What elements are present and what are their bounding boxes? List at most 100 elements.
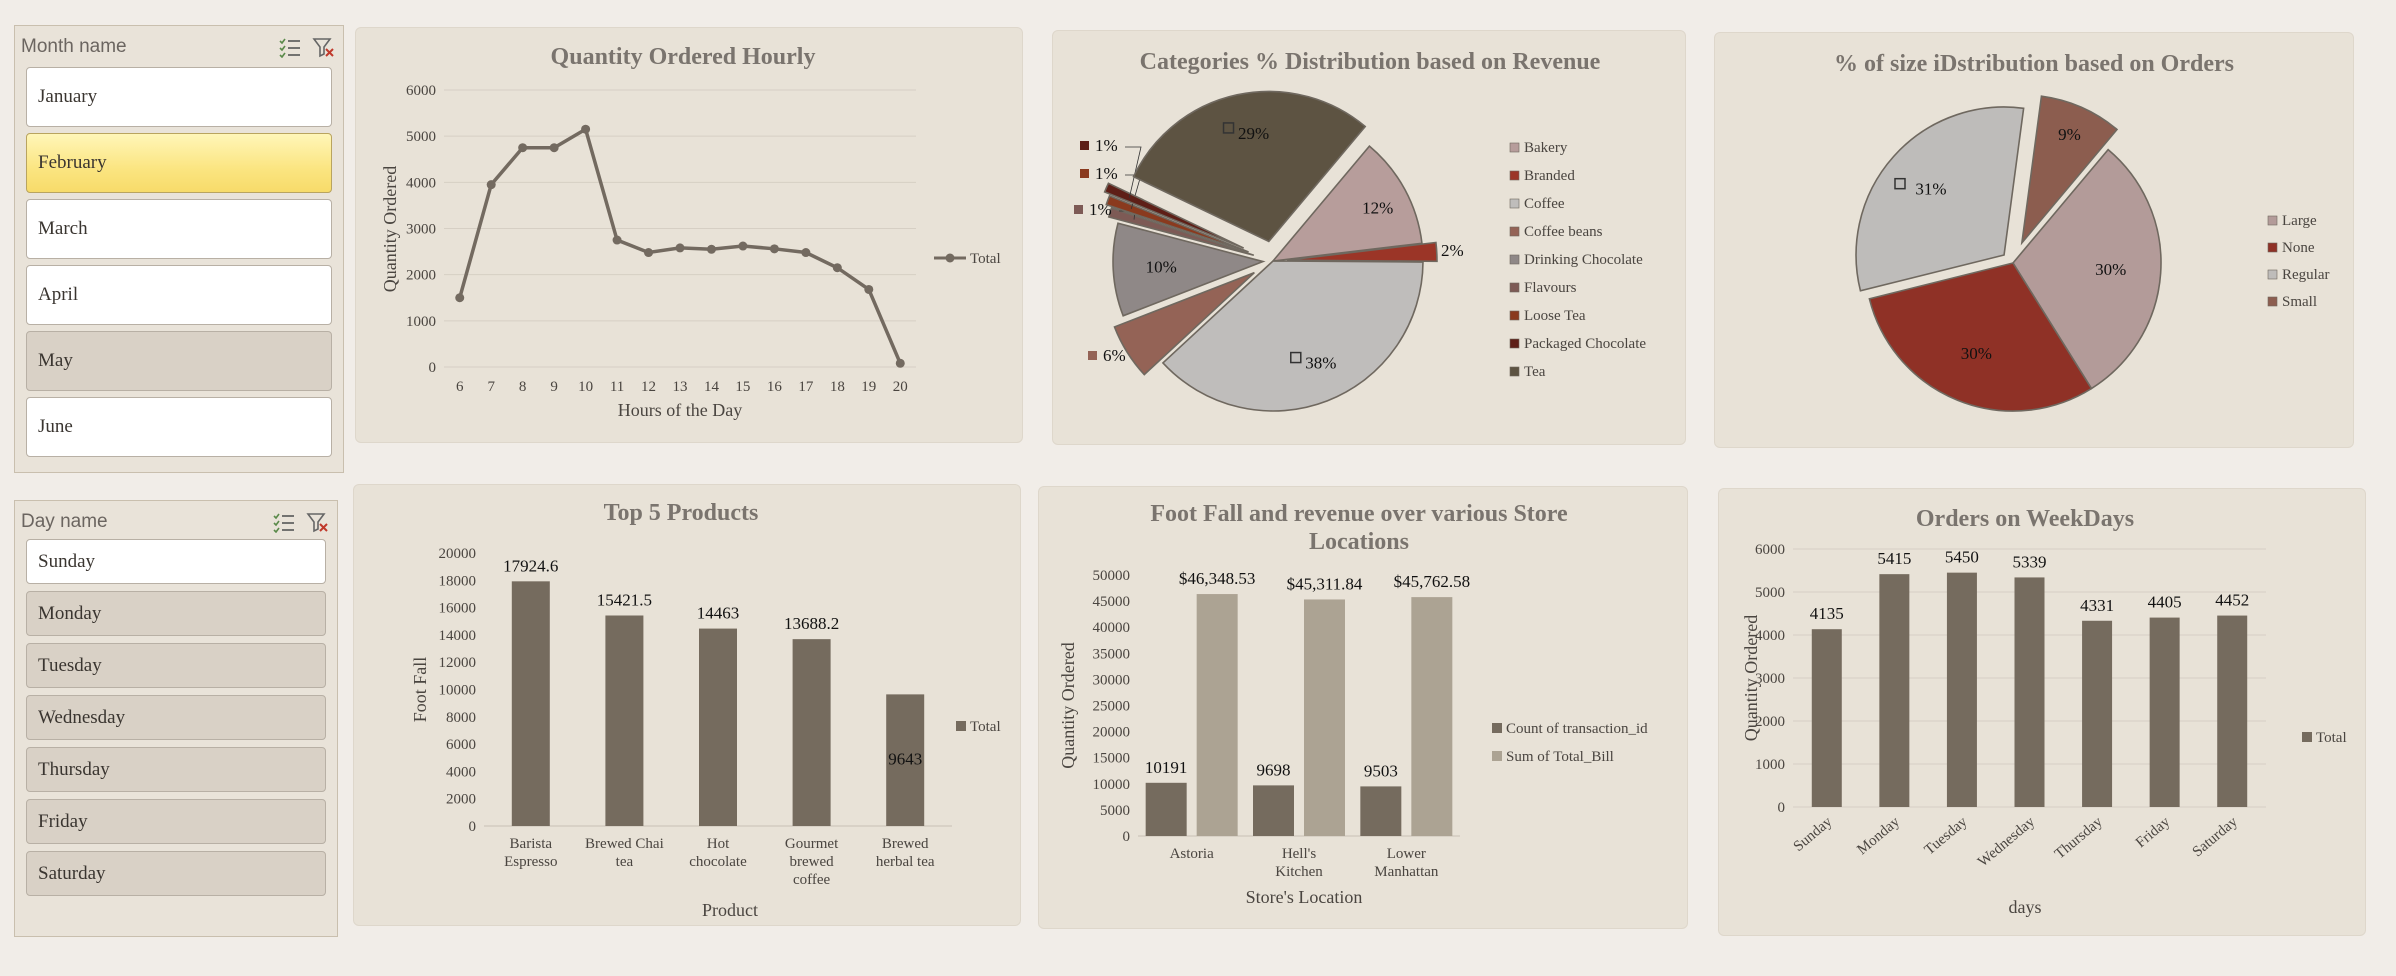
x-tick-label: 8: [519, 379, 527, 395]
data-point: [486, 180, 496, 190]
day-option-sunday[interactable]: Sunday: [26, 539, 326, 584]
legend-label: Small: [2282, 294, 2317, 310]
x-tick-label: 15: [735, 379, 750, 395]
stores-chart-panel: Foot Fall and revenue over various Store…: [1038, 486, 1688, 929]
data-point: [612, 235, 622, 245]
pie-slice-drinking-chocolate: [1112, 222, 1266, 317]
x-axis-title: Store's Location: [1246, 887, 1363, 907]
multi-select-icon[interactable]: [277, 36, 303, 59]
y-tick-label: 45000: [1093, 594, 1131, 610]
data-label: 4331: [2080, 596, 2114, 615]
label-marker: [1222, 122, 1235, 134]
data-label: 4405: [2148, 593, 2182, 612]
chart-title: Categories % Distribution based on Reven…: [1140, 49, 1601, 75]
y-tick-label: 3000: [406, 222, 436, 238]
legend-label: Loose Tea: [1524, 308, 1586, 324]
data-label: 9503: [1364, 761, 1398, 780]
month-option-may[interactable]: May: [26, 331, 332, 391]
data-label: 15421.5: [597, 590, 652, 609]
x-tick-label: Brewed herbal tea: [876, 836, 935, 870]
data-point: [706, 244, 716, 254]
x-tick-label: 13: [673, 379, 688, 395]
day-option-monday[interactable]: Monday: [26, 591, 326, 636]
legend-label: Drinking Chocolate: [1524, 252, 1643, 268]
data-point: [644, 248, 654, 258]
pie-slice-branded: [1286, 241, 1438, 263]
x-tick-label: 17: [798, 379, 814, 395]
legend-label: Total: [970, 719, 1001, 735]
day-option-tuesday[interactable]: Tuesday: [26, 643, 326, 688]
weekdays-chart-panel: Orders on WeekDays 0 1000 2000 3000 4000 5000 6…: [1718, 488, 2366, 936]
weekdays-bar-chart: Orders on WeekDays 0 1000 2000 3000 4000 5000 6…: [1741, 506, 2347, 917]
legend-label: Count of transaction_id: [1506, 721, 1648, 737]
y-tick-label: 10000: [439, 683, 477, 699]
pie-slice-none: [1868, 262, 2093, 412]
y-tick-label: 0: [1123, 829, 1131, 845]
size-chart-panel: % of size iDstribution based on Orders 30…: [1714, 32, 2354, 448]
data-point: [738, 241, 748, 251]
x-tick-label: Hell's Kitchen: [1275, 846, 1323, 880]
x-tick-label: 6: [456, 379, 464, 395]
x-tick-label: Hot chocolate: [689, 836, 747, 870]
x-tick-label: 14: [704, 379, 720, 395]
y-tick-label: 50000: [1093, 568, 1131, 584]
legend-swatch: [1509, 366, 1520, 377]
data-point: [549, 143, 559, 153]
data-label: 1%: [1095, 136, 1118, 155]
y-tick-label: 1000: [406, 314, 436, 330]
label-marker: [1080, 169, 1089, 178]
y-tick-label: 5000: [406, 129, 436, 145]
legend-swatch: [2302, 732, 2312, 742]
legend-swatch: [1492, 751, 1502, 761]
label-marker: [1894, 177, 1906, 190]
legend-label: Sum of Total_Bill: [1506, 749, 1614, 765]
bar: [605, 615, 644, 826]
bar: [1304, 599, 1345, 836]
label-marker: [1088, 351, 1097, 360]
x-tick-label: Friday: [2133, 813, 2174, 851]
legend-swatch: [1492, 723, 1502, 733]
y-tick-label: 0: [469, 819, 477, 835]
data-point: [675, 243, 685, 253]
clear-filter-icon[interactable]: [311, 36, 337, 58]
day-option-friday[interactable]: Friday: [26, 799, 326, 844]
legend-swatch: [1509, 310, 1520, 321]
month-option-january[interactable]: January: [26, 67, 332, 127]
month-slicer-title: Month name: [21, 36, 127, 57]
bar: [1145, 782, 1187, 836]
clear-filter-icon[interactable]: [305, 511, 331, 533]
y-tick-label: 3000: [1755, 671, 1785, 687]
multi-select-icon[interactable]: [271, 511, 297, 534]
y-axis-title: Quantity Ordered: [1058, 642, 1078, 768]
bar: [699, 628, 737, 826]
y-tick-label: 25000: [1093, 699, 1131, 715]
x-tick-label: 9: [550, 379, 558, 395]
data-label: 13688.2: [784, 614, 839, 633]
stores-bar-chart: Foot Fall and revenue over various Store…: [1058, 501, 1648, 907]
legend-swatch: [1509, 198, 1520, 209]
x-tick-label: 11: [610, 379, 624, 395]
y-tick-label: 14000: [439, 628, 477, 644]
month-option-february[interactable]: February: [26, 133, 332, 193]
day-option-thursday[interactable]: Thursday: [26, 747, 326, 792]
day-option-saturday[interactable]: Saturday: [26, 851, 326, 896]
x-tick-label: 16: [767, 379, 783, 395]
legend-swatch: [956, 721, 966, 731]
legend-swatch: [2267, 215, 2278, 226]
month-option-march[interactable]: March: [26, 199, 332, 259]
legend-swatch: [1509, 226, 1520, 237]
bar: [1360, 786, 1402, 836]
y-tick-label: 6000: [1755, 542, 1785, 558]
day-slicer: Day name Sunday Monday Tuesday Wednesday Thu…: [14, 500, 338, 937]
month-option-april[interactable]: April: [26, 265, 332, 325]
y-tick-label: 18000: [439, 573, 477, 589]
y-tick-label: 4000: [446, 764, 476, 780]
x-tick-label: Sunday: [1791, 813, 1836, 855]
month-option-june[interactable]: June: [26, 397, 332, 457]
y-tick-label: 1000: [1755, 757, 1785, 773]
pie-slice-loose-tea: [1105, 194, 1249, 253]
data-point: [895, 358, 905, 368]
legend-swatch: [1509, 254, 1520, 265]
day-option-wednesday[interactable]: Wednesday: [26, 695, 326, 740]
y-tick-label: 20000: [1093, 725, 1131, 741]
